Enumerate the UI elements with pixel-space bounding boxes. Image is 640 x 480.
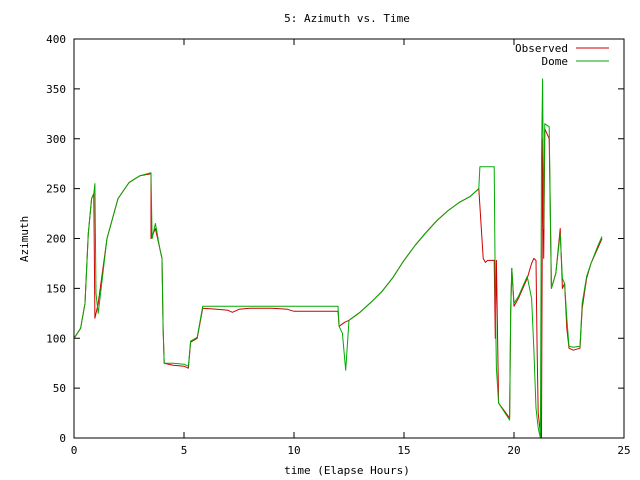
y-tick-label: 300	[46, 133, 66, 146]
x-tick-label: 5	[181, 444, 188, 457]
y-tick-label: 350	[46, 83, 66, 96]
legend-label-dome: Dome	[542, 55, 569, 68]
y-axis-label: Azimuth	[18, 216, 31, 262]
series-lines	[73, 78, 603, 439]
y-tick-label: 150	[46, 282, 66, 295]
y-tick-label: 100	[46, 332, 66, 345]
x-tick-label: 0	[71, 444, 78, 457]
y-tick-label: 400	[46, 33, 66, 46]
y-tick-label: 50	[53, 382, 66, 395]
x-axis-label: time (Elapse Hours)	[284, 464, 410, 477]
x-tick-label: 10	[287, 444, 300, 457]
series-line-observed	[73, 128, 603, 439]
y-tick-label: 200	[46, 233, 66, 246]
chart-title: 5: Azimuth vs. Time	[284, 12, 410, 25]
plot-frame	[73, 38, 625, 439]
legend-label-observed: Observed	[515, 42, 568, 55]
series-line-dome	[73, 78, 603, 439]
y-tick-label: 0	[59, 432, 66, 445]
x-tick-label: 15	[397, 444, 410, 457]
x-tick-label: 20	[507, 444, 520, 457]
y-tick-label: 250	[46, 183, 66, 196]
x-tick-label: 25	[617, 444, 630, 457]
